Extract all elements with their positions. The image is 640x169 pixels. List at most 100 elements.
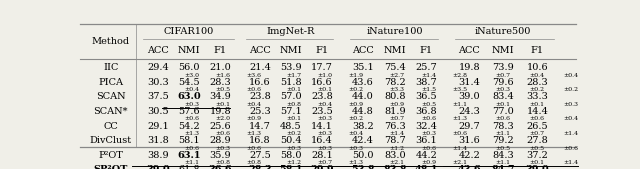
Text: ±0.7: ±0.7 <box>529 131 545 136</box>
Text: 28.3: 28.3 <box>209 78 231 87</box>
Text: 29.4: 29.4 <box>147 63 169 72</box>
Text: ±0.3: ±0.3 <box>216 146 230 151</box>
Text: ±0.3: ±0.3 <box>348 146 364 151</box>
Text: ±1.2: ±1.2 <box>389 146 404 151</box>
Text: ±1.9: ±1.9 <box>348 73 364 78</box>
Text: 57.0: 57.0 <box>280 92 301 101</box>
Text: ±1.4: ±1.4 <box>389 131 404 136</box>
Text: ±0.6: ±0.6 <box>529 116 545 122</box>
Text: 50.4: 50.4 <box>280 136 301 145</box>
Text: ±0.3: ±0.3 <box>421 131 436 136</box>
Text: ±2.7: ±2.7 <box>389 73 404 78</box>
Text: ±0.3: ±0.3 <box>317 116 332 122</box>
Text: NMI: NMI <box>492 46 515 55</box>
Text: ±0.1: ±0.1 <box>529 102 545 107</box>
Text: ±0.1: ±0.1 <box>286 87 301 92</box>
Text: ±0.9: ±0.9 <box>348 102 364 107</box>
Text: 56.0: 56.0 <box>179 63 200 72</box>
Text: ±1.3: ±1.3 <box>452 116 467 122</box>
Text: 26.5: 26.5 <box>527 122 548 131</box>
Text: ±3.6: ±3.6 <box>246 73 262 78</box>
Text: 23.5: 23.5 <box>311 107 333 116</box>
Text: ACC: ACC <box>458 46 480 55</box>
Text: 30.3: 30.3 <box>147 78 169 87</box>
Text: F1: F1 <box>316 46 328 55</box>
Text: 42.4: 42.4 <box>352 136 374 145</box>
Text: 81.9: 81.9 <box>384 107 406 116</box>
Text: ±0.4: ±0.4 <box>564 73 579 78</box>
Text: 77.0: 77.0 <box>492 107 514 116</box>
Text: ±0.1: ±0.1 <box>286 116 301 122</box>
Text: 29.7: 29.7 <box>458 122 480 131</box>
Text: ±0.4: ±0.4 <box>185 87 200 92</box>
Text: 35.9: 35.9 <box>209 151 231 160</box>
Text: 35.1: 35.1 <box>352 63 374 72</box>
Text: 83.8: 83.8 <box>383 165 407 169</box>
Text: DivClust: DivClust <box>90 136 132 145</box>
Text: 27.8: 27.8 <box>527 136 548 145</box>
Text: 25.7: 25.7 <box>415 63 437 72</box>
Text: ±0.1: ±0.1 <box>317 87 332 92</box>
Text: 21.4: 21.4 <box>249 63 271 72</box>
Text: ±3.3: ±3.3 <box>389 87 404 92</box>
Text: 39.0: 39.0 <box>525 165 549 169</box>
Text: 54.5: 54.5 <box>179 78 200 87</box>
Text: ±1.4: ±1.4 <box>421 73 436 78</box>
Text: 48.5: 48.5 <box>280 122 301 131</box>
Text: 54.2: 54.2 <box>179 122 200 131</box>
Text: 33.3: 33.3 <box>526 92 548 101</box>
Text: 17.7: 17.7 <box>311 63 333 72</box>
Text: 42.2: 42.2 <box>458 151 480 160</box>
Text: 32.4: 32.4 <box>415 122 437 131</box>
Text: F1: F1 <box>420 46 433 55</box>
Text: ±0.6: ±0.6 <box>452 131 467 136</box>
Text: 28.3: 28.3 <box>527 78 548 87</box>
Text: ±2.0: ±2.0 <box>216 116 230 122</box>
Text: CC: CC <box>104 122 118 131</box>
Text: IIC: IIC <box>103 63 118 72</box>
Text: 31.6: 31.6 <box>458 136 480 145</box>
Text: 39.0: 39.0 <box>147 165 170 169</box>
Text: F1: F1 <box>531 46 544 55</box>
Text: 29.9: 29.9 <box>310 165 334 169</box>
Text: 31.4: 31.4 <box>458 78 480 87</box>
Text: ±0.6: ±0.6 <box>185 146 200 151</box>
Text: ±0.5: ±0.5 <box>421 102 436 107</box>
Text: ±2.1: ±2.1 <box>389 160 404 165</box>
Text: ±0.2: ±0.2 <box>286 131 301 136</box>
Text: 76.3: 76.3 <box>384 122 406 131</box>
Text: CIFAR100: CIFAR100 <box>164 28 214 37</box>
Text: 28.1: 28.1 <box>311 151 333 160</box>
Text: ±2.1: ±2.1 <box>452 160 467 165</box>
Text: 58.1: 58.1 <box>179 136 200 145</box>
Text: NMI: NMI <box>383 46 406 55</box>
Text: ±0.6: ±0.6 <box>495 116 511 122</box>
Text: 48.1: 48.1 <box>415 165 438 169</box>
Text: ±0.4: ±0.4 <box>317 102 332 107</box>
Text: ±0.6: ±0.6 <box>216 131 230 136</box>
Text: 25.6: 25.6 <box>209 122 231 131</box>
Text: 34.9: 34.9 <box>209 92 231 101</box>
Text: 27.5: 27.5 <box>249 151 271 160</box>
Text: 16.6: 16.6 <box>249 78 271 87</box>
Text: Method: Method <box>92 37 130 46</box>
Text: 53.9: 53.9 <box>280 63 301 72</box>
Text: ±1.0: ±1.0 <box>317 73 332 78</box>
Text: 36.5: 36.5 <box>415 92 437 101</box>
Text: ±1.2: ±1.2 <box>286 160 301 165</box>
Text: 44.2: 44.2 <box>415 151 437 160</box>
Text: ±0.3: ±0.3 <box>185 102 200 107</box>
Text: ±0.7: ±0.7 <box>317 160 332 165</box>
Text: ±1.6: ±1.6 <box>216 73 230 78</box>
Text: ±0.2: ±0.2 <box>348 87 364 92</box>
Text: NMI: NMI <box>178 46 200 55</box>
Text: 84.3: 84.3 <box>492 151 514 160</box>
Text: 80.8: 80.8 <box>384 92 406 101</box>
Text: ±3.0: ±3.0 <box>185 73 200 78</box>
Text: ±1.5: ±1.5 <box>421 87 436 92</box>
Text: P²OT: P²OT <box>99 151 123 160</box>
Text: 19.8: 19.8 <box>458 63 480 72</box>
Text: 84.7: 84.7 <box>492 165 515 169</box>
Text: 23.8: 23.8 <box>311 92 333 101</box>
Text: ±1.1: ±1.1 <box>495 160 511 165</box>
